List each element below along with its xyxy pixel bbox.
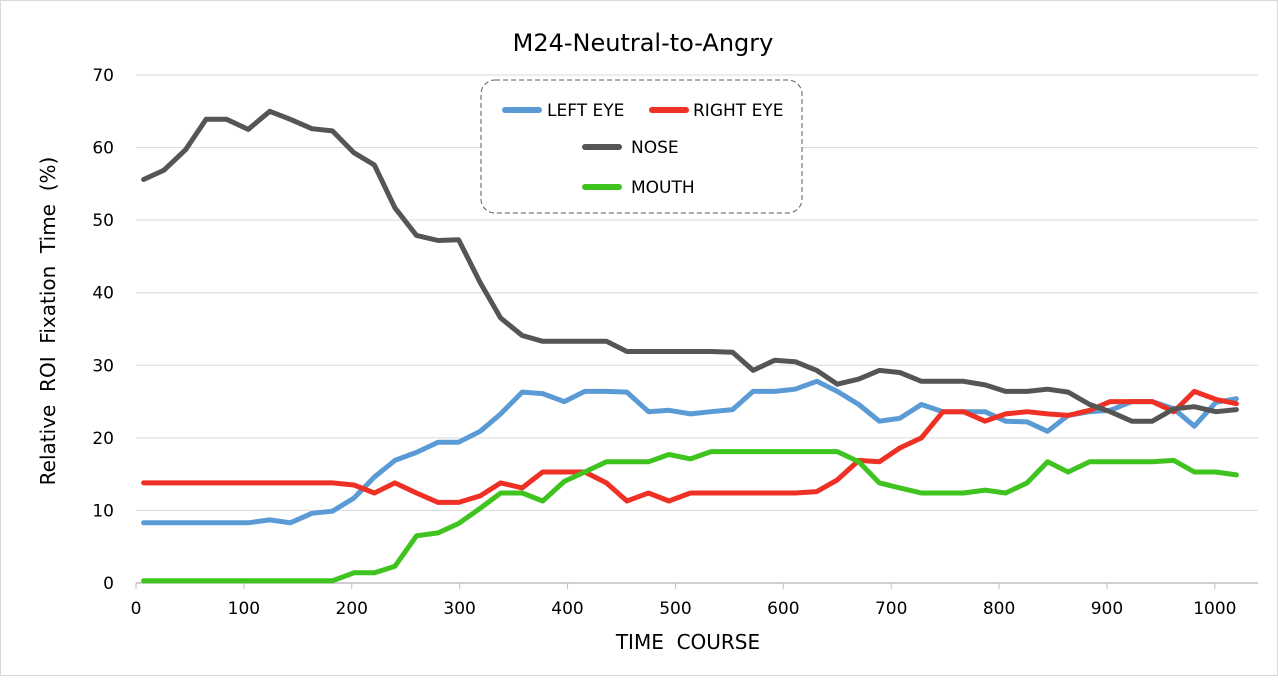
legend-box bbox=[480, 79, 803, 214]
x-tick-label: 300 bbox=[443, 599, 475, 619]
legend: LEFT EYE RIGHT EYE NOSE MOUTH bbox=[480, 79, 803, 214]
x-axis-title: TIME COURSE bbox=[615, 630, 760, 654]
series-line-left-eye bbox=[141, 378, 1239, 526]
y-tick-label: 20 bbox=[92, 429, 114, 449]
y-tick-label: 30 bbox=[92, 356, 114, 376]
chart-title: M24-Neutral-to-Angry bbox=[513, 29, 774, 57]
series-lines bbox=[141, 108, 1239, 584]
x-tick-label: 800 bbox=[983, 599, 1015, 619]
x-tick-label: 1000 bbox=[1193, 599, 1236, 619]
x-tick-label: 100 bbox=[228, 599, 260, 619]
x-tick-label: 600 bbox=[767, 599, 799, 619]
series-line-mouth bbox=[141, 449, 1239, 584]
y-tick-label: 60 bbox=[92, 139, 114, 159]
y-tick-label: 10 bbox=[92, 501, 114, 521]
x-tick-label: 200 bbox=[336, 599, 368, 619]
legend-label-right-eye: RIGHT EYE bbox=[693, 101, 783, 121]
series-line-nose bbox=[141, 108, 1239, 424]
legend-label-mouth: MOUTH bbox=[631, 178, 695, 198]
y-tick-label: 40 bbox=[92, 284, 114, 304]
series-line-right-eye bbox=[141, 388, 1239, 505]
x-tick-label: 400 bbox=[551, 599, 583, 619]
x-tick-label: 700 bbox=[875, 599, 907, 619]
legend-label-left-eye: LEFT EYE bbox=[547, 101, 624, 121]
y-tick-label: 50 bbox=[92, 211, 114, 231]
x-tick-label: 500 bbox=[659, 599, 691, 619]
x-tick-label: 0 bbox=[131, 599, 142, 619]
y-tick-label: 70 bbox=[92, 66, 114, 86]
y-axis-title: Relative ROI Fixation Time (%) bbox=[36, 157, 60, 486]
legend-label-nose: NOSE bbox=[631, 138, 679, 158]
x-tick-label: 900 bbox=[1091, 599, 1123, 619]
y-tick-label: 0 bbox=[103, 574, 114, 594]
